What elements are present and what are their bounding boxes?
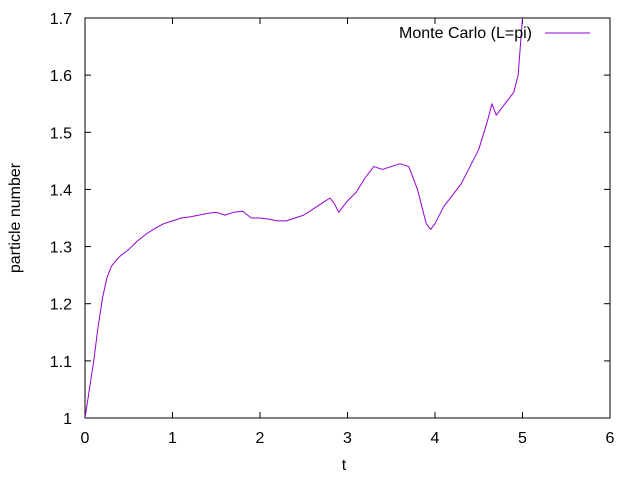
x-tick-label: 3: [343, 430, 352, 447]
x-axis-label: t: [342, 457, 347, 474]
legend: Monte Carlo (L=pi): [399, 25, 590, 42]
y-tick-label: 1.2: [50, 297, 72, 314]
y-axis-label: particle number: [7, 162, 24, 273]
x-tick-label: 0: [81, 430, 90, 447]
legend-label: Monte Carlo (L=pi): [399, 25, 532, 42]
y-tick-label: 1.5: [50, 125, 72, 142]
series-line: [85, 18, 523, 418]
x-tick-label: 5: [518, 430, 527, 447]
y-tick-label: 1.3: [50, 240, 72, 257]
y-tick-label: 1.4: [50, 182, 72, 199]
x-tick-label: 6: [606, 430, 615, 447]
y-tick-label: 1.1: [50, 354, 72, 371]
series-layer: [85, 18, 523, 418]
x-tick-label: 1: [168, 430, 177, 447]
x-tick-label: 2: [256, 430, 265, 447]
x-tick-label: 4: [431, 430, 440, 447]
y-tick-labels: 1 1.1 1.2 1.3 1.4 1.5 1.6 1.7: [50, 11, 72, 428]
y-tick-label: 1.6: [50, 68, 72, 85]
plot-frame: [84, 17, 611, 419]
y-tick-label: 1: [63, 411, 72, 428]
y-tick-label: 1.7: [50, 11, 72, 28]
x-tick-labels: 0 1 2 3 4 5 6: [81, 430, 615, 447]
